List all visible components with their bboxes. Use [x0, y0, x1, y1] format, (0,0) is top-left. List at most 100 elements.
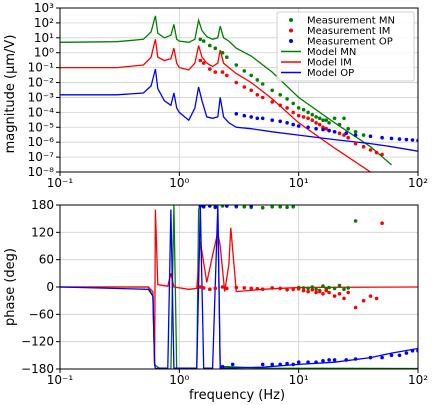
data-point-measurement-im: [346, 290, 351, 295]
data-point-measurement-op: [270, 118, 275, 122]
data-point-measurement-op: [260, 116, 265, 121]
y-tick-label: 10⁻³: [28, 90, 55, 104]
data-point-measurement-op: [397, 353, 402, 358]
data-point-measurement-im: [285, 287, 289, 292]
data-point-measurement-im: [301, 288, 306, 293]
data-point-measurement-op: [321, 359, 325, 363]
data-point-measurement-mn: [306, 110, 310, 115]
data-point-measurement-im: [225, 286, 229, 291]
data-point-measurement-op: [368, 134, 373, 138]
data-point-measurement-mn: [301, 107, 306, 112]
data-point-measurement-mn: [291, 101, 296, 106]
data-point-measurement-im: [220, 70, 225, 74]
data-point-measurement-mn: [260, 205, 265, 210]
data-point-measurement-im: [198, 58, 203, 63]
data-point-measurement-op: [410, 349, 415, 353]
data-point-measurement-im: [310, 287, 315, 292]
data-point-measurement-mn: [220, 50, 225, 55]
y-tick-label: 10⁻¹: [28, 61, 55, 75]
data-point-measurement-op: [278, 362, 283, 367]
data-point-measurement-mn: [301, 286, 306, 290]
y-tick-label: 0: [46, 280, 54, 294]
data-point-measurement-im: [368, 294, 373, 298]
data-point-measurement-op: [255, 116, 260, 121]
data-point-measurement-mn: [260, 82, 265, 86]
data-point-measurement-mn: [255, 78, 260, 82]
data-point-measurement-im: [324, 288, 329, 293]
legend-label: Measurement MN: [307, 16, 395, 27]
plot-area: [60, 15, 418, 172]
data-point-measurement-op: [344, 358, 349, 362]
plot-area: [60, 205, 418, 369]
data-point-measurement-im: [270, 286, 275, 290]
data-point-measurement-im: [317, 289, 322, 294]
data-point-measurement-im: [201, 286, 206, 290]
data-point-measurement-mn: [285, 205, 289, 210]
data-point-measurement-im: [306, 116, 310, 121]
data-point-measurement-im: [310, 118, 315, 122]
data-point-measurement-op: [306, 125, 310, 130]
data-point-measurement-im: [353, 141, 358, 146]
frequency-xlabel: frequency (Hz): [189, 388, 285, 403]
x-tick-label: 10⁰: [169, 373, 189, 387]
data-point-measurement-mn: [317, 116, 322, 121]
data-point-measurement-mn: [220, 205, 225, 208]
data-point-measurement-im: [346, 135, 351, 140]
data-point-measurement-op: [321, 127, 325, 132]
data-point-measurement-op: [332, 358, 337, 362]
data-point-measurement-op: [389, 136, 394, 141]
data-point-measurement-op: [201, 205, 206, 209]
series-line-model-im: [60, 39, 372, 172]
data-point-measurement-mn: [346, 286, 351, 290]
series-line-model-op: [60, 68, 418, 152]
data-point-measurement-op: [213, 205, 218, 210]
data-point-measurement-op: [389, 353, 394, 358]
data-point-measurement-mn: [249, 73, 253, 78]
y-tick-label: 120: [31, 225, 54, 239]
data-point-measurement-im: [213, 286, 218, 291]
data-point-measurement-mn: [270, 88, 275, 93]
data-point-measurement-mn: [270, 205, 275, 209]
data-point-measurement-im: [255, 93, 260, 97]
data-point-measurement-mn: [310, 112, 315, 117]
data-point-measurement-op: [249, 205, 253, 208]
legend-label: Model OP: [307, 68, 354, 79]
x-tick-label: 10¹: [289, 176, 309, 190]
data-point-measurement-mn: [198, 37, 203, 42]
data-point-measurement-im: [198, 285, 203, 289]
data-point-measurement-op: [404, 137, 409, 142]
data-point-measurement-op: [291, 362, 296, 367]
data-point-measurement-im: [225, 73, 229, 78]
data-point-measurement-mn: [225, 55, 229, 59]
data-point-measurement-im: [208, 67, 212, 71]
data-point-measurement-mn: [201, 39, 206, 43]
data-point-measurement-im: [321, 292, 325, 296]
y-tick-label: 180: [31, 198, 54, 212]
data-point-measurement-im: [314, 290, 318, 295]
data-point-measurement-mn: [342, 287, 346, 292]
data-point-measurement-im: [213, 70, 218, 74]
legend-label: Measurement IM: [307, 26, 390, 37]
x-tick-label: 10⁻¹: [47, 373, 74, 387]
data-point-measurement-mn: [361, 133, 366, 137]
data-point-measurement-mn: [208, 43, 212, 48]
x-tick-label: 10²: [408, 373, 428, 387]
data-point-measurement-op: [404, 351, 409, 355]
data-point-measurement-im: [301, 115, 306, 119]
data-point-measurement-mn: [242, 205, 247, 209]
data-point-measurement-im: [249, 286, 253, 291]
data-point-measurement-mn: [353, 130, 358, 134]
data-point-measurement-im: [380, 152, 384, 157]
data-point-measurement-mn: [353, 219, 358, 223]
data-point-measurement-op: [344, 131, 349, 135]
data-point-measurement-mn: [332, 116, 337, 121]
data-point-measurement-mn: [278, 93, 283, 97]
x-tick-label: 10²: [408, 176, 428, 190]
data-point-measurement-op: [225, 205, 229, 208]
y-tick-label: 10⁻²: [28, 76, 55, 90]
data-point-measurement-op: [296, 124, 301, 128]
data-point-measurement-im: [270, 100, 275, 104]
data-point-measurement-op: [249, 115, 253, 119]
data-point-measurement-op: [278, 119, 283, 124]
